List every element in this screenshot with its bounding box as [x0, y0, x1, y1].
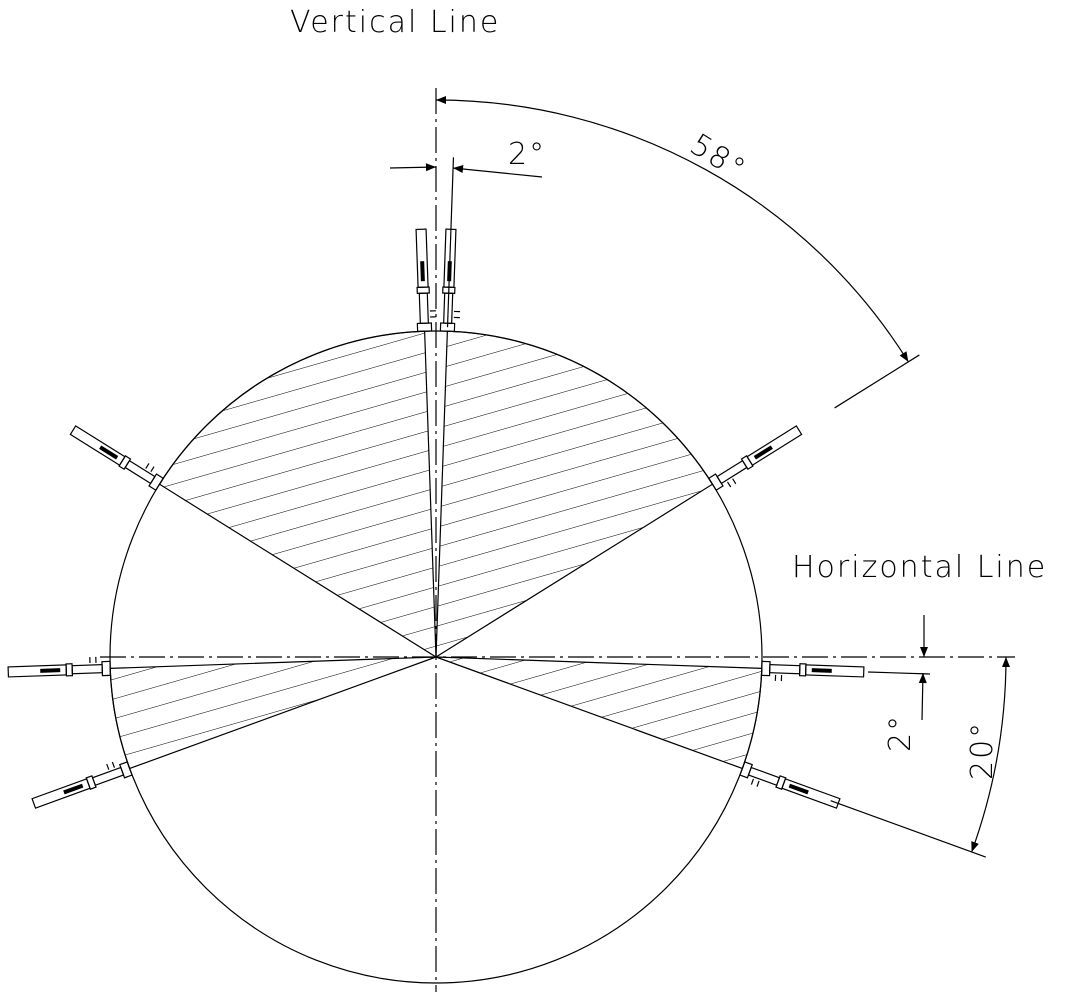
sensor-body — [746, 425, 803, 466]
sensor — [31, 761, 133, 809]
sensor-bracket — [727, 481, 732, 488]
dim-arc — [435, 96, 909, 363]
sensor-neck — [71, 664, 103, 675]
sensor-neck — [716, 459, 748, 485]
sensor — [7, 656, 112, 678]
hatched-sectors — [109, 330, 763, 770]
sensor-neck — [769, 664, 801, 675]
sensor-body — [7, 664, 68, 678]
hatched-sector — [435, 330, 714, 659]
sensor-bracket — [750, 778, 755, 785]
extension-line — [867, 671, 931, 675]
sensor-bracket — [111, 761, 116, 768]
sensor-neck — [418, 292, 429, 324]
extension-line — [830, 800, 986, 858]
sensor — [415, 228, 437, 333]
sensor-bracket — [145, 463, 150, 469]
sensor — [760, 660, 865, 682]
sensor-detail — [420, 261, 425, 282]
sensor — [439, 228, 461, 333]
sensor-detail — [811, 668, 832, 673]
sensor-bracket — [732, 478, 737, 485]
sensor-detail — [753, 445, 773, 460]
sensor — [69, 425, 165, 492]
sensor-head — [65, 663, 74, 677]
sensor — [739, 761, 841, 809]
sensor-bracket — [150, 466, 155, 473]
hatched-sector — [158, 330, 437, 659]
sensor-body — [69, 425, 126, 466]
sensor-neck — [91, 766, 125, 787]
dimensions — [389, 96, 1010, 858]
sensor-flange — [760, 660, 771, 677]
dim-arrow — [918, 672, 927, 721]
sensor-head — [798, 663, 807, 677]
hatched-sector — [109, 656, 437, 770]
top-gap-label: 2° — [508, 137, 546, 172]
sensor-bracket — [106, 763, 110, 770]
sensor-bracket — [756, 780, 760, 787]
dim-arc — [971, 656, 1010, 853]
sensor-body — [804, 664, 865, 678]
extension-line — [834, 354, 920, 409]
sensor-detail — [63, 783, 84, 795]
horizontal-line-label: Horizontal Line — [792, 550, 1047, 585]
sensor-neck — [747, 766, 781, 787]
sensor-head — [416, 286, 430, 295]
sensor-detail — [788, 783, 809, 795]
hatched-sector — [435, 656, 763, 770]
sensor-flange — [101, 660, 112, 677]
dim-arrow — [452, 165, 543, 178]
sensor-body — [781, 778, 841, 809]
vertical-line-label: Vertical Line — [290, 5, 500, 40]
dim-arrow — [389, 163, 437, 172]
sensor-detail — [40, 668, 61, 673]
sensor-detail — [99, 445, 119, 460]
sensor-body — [31, 778, 91, 809]
sensor — [707, 425, 803, 492]
extension-line — [446, 157, 455, 328]
top-angle-label: 58° — [684, 127, 753, 188]
side-gap-label: 2° — [883, 714, 918, 752]
side-angle-label: 20° — [965, 721, 1000, 780]
sensor-flange — [416, 322, 433, 333]
sensor-body — [415, 228, 429, 289]
sensor-neck — [124, 459, 156, 485]
